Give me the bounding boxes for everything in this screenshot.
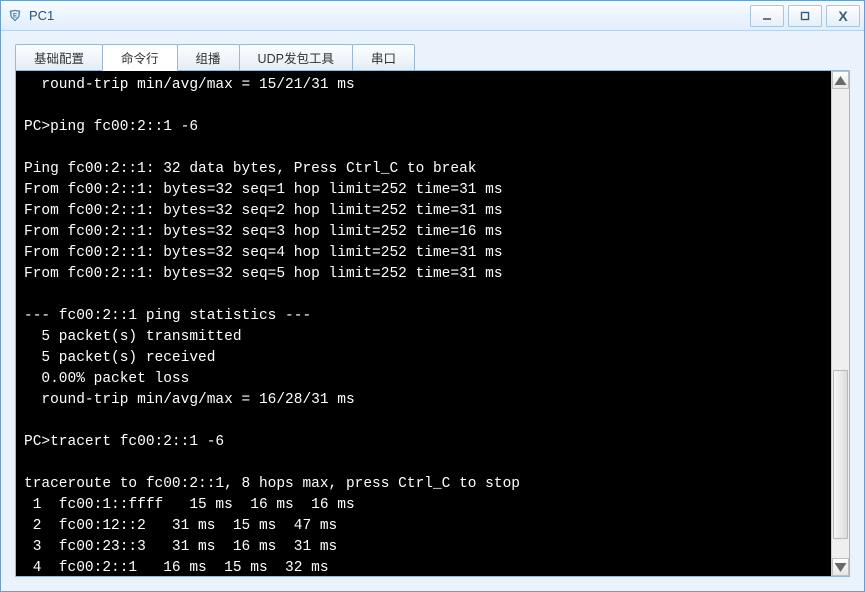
scroll-down-button[interactable]: [832, 558, 849, 576]
terminal[interactable]: round-trip min/avg/max = 15/21/31 ms PC>…: [16, 71, 831, 576]
window-controls: X: [746, 5, 860, 27]
tab-basic-config[interactable]: 基础配置: [15, 44, 103, 71]
tab-cli[interactable]: 命令行: [102, 44, 178, 71]
titlebar[interactable]: E PC1 X: [1, 1, 864, 31]
app-window: E PC1 X 基础配置 命令行 组播 UDP发包工具 串口 roun: [0, 0, 865, 592]
tab-serial[interactable]: 串口: [352, 44, 415, 71]
scrollbar[interactable]: [831, 71, 849, 576]
close-icon: X: [838, 8, 847, 24]
svg-text:E: E: [13, 13, 17, 19]
scroll-track[interactable]: [832, 89, 849, 558]
tab-multicast[interactable]: 组播: [177, 44, 240, 71]
close-button[interactable]: X: [826, 5, 860, 27]
tab-udp-tool[interactable]: UDP发包工具: [239, 44, 353, 71]
terminal-wrapper: round-trip min/avg/max = 15/21/31 ms PC>…: [16, 71, 849, 576]
app-icon: E: [7, 8, 23, 24]
content-area: 基础配置 命令行 组播 UDP发包工具 串口 round-trip min/av…: [1, 31, 864, 591]
window-title: PC1: [29, 8, 54, 23]
tabs-row: 基础配置 命令行 组播 UDP发包工具 串口: [15, 43, 850, 71]
maximize-button[interactable]: [788, 5, 822, 27]
scroll-thumb[interactable]: [833, 370, 848, 539]
scroll-up-button[interactable]: [832, 71, 849, 89]
terminal-panel: round-trip min/avg/max = 15/21/31 ms PC>…: [15, 70, 850, 577]
minimize-button[interactable]: [750, 5, 784, 27]
